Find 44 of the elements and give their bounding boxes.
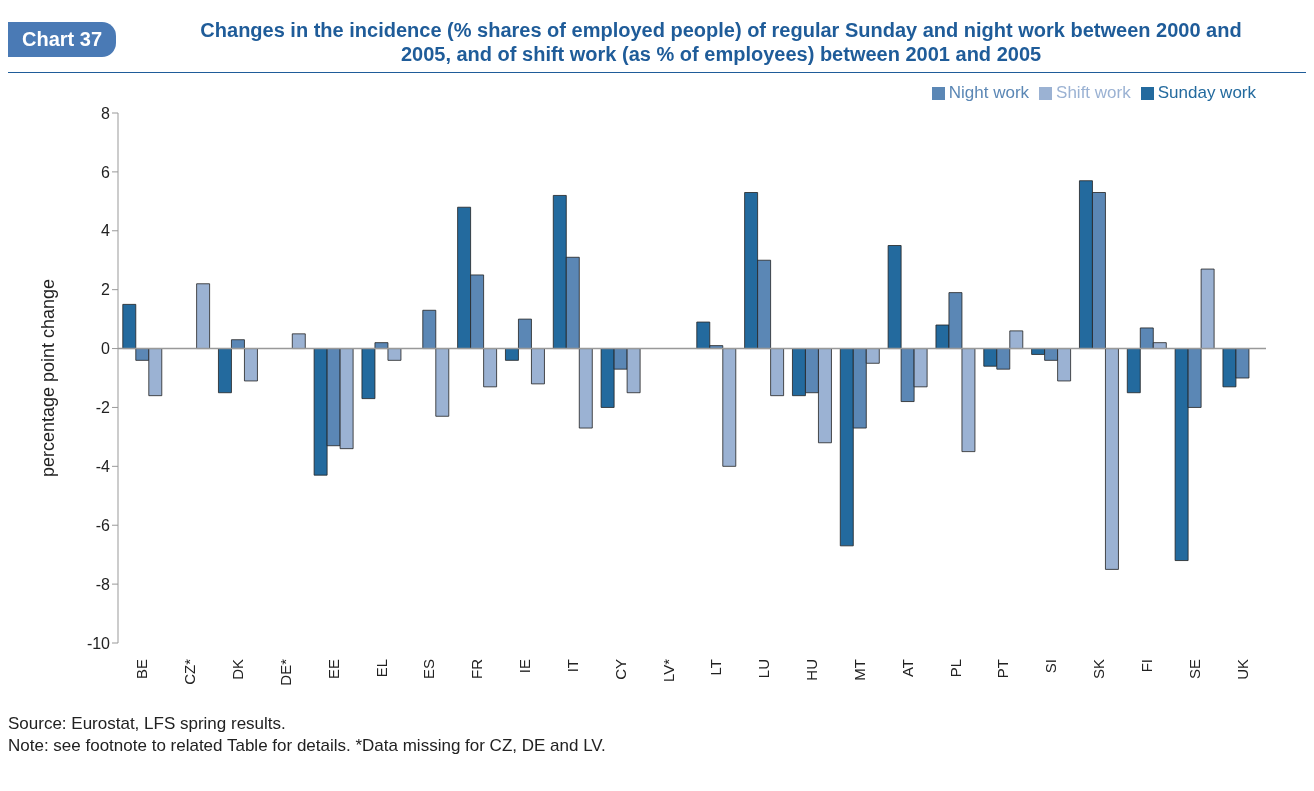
- x-tick-label: PL: [946, 659, 964, 678]
- legend-label: Shift work: [1056, 83, 1131, 102]
- legend-label: Sunday work: [1157, 83, 1256, 102]
- y-tick-label: -8: [95, 575, 111, 593]
- y-tick-label: 6: [101, 163, 111, 181]
- bar: [196, 283, 211, 349]
- x-tick-label: LU: [755, 659, 773, 679]
- y-tick-label: -6: [95, 516, 111, 534]
- x-tick-label: DE*: [276, 658, 294, 686]
- x-tick-label: EE: [324, 659, 342, 680]
- x-tick-label: FR: [468, 658, 486, 679]
- y-tick-label: -4: [95, 458, 111, 476]
- x-tick-label: AT: [898, 659, 916, 678]
- x-tick-label: PT: [994, 659, 1012, 679]
- bar: [291, 333, 306, 349]
- x-tick-label: UK: [1233, 659, 1251, 680]
- y-tick-label: 8: [101, 104, 111, 122]
- x-tick-label: EL: [372, 659, 390, 678]
- x-tick-label: CZ*: [181, 658, 199, 685]
- legend-label: Night work: [948, 83, 1030, 102]
- x-tick-label: MT: [850, 659, 868, 681]
- x-tick-label: FI: [1137, 659, 1155, 673]
- x-tick-label: DK: [229, 659, 247, 680]
- y-tick-label: -10: [86, 634, 111, 652]
- y-tick-label: 2: [101, 281, 111, 299]
- y-axis-title: percentage point change: [38, 278, 59, 478]
- x-tick-label: IT: [563, 659, 581, 673]
- x-tick-label: IE: [516, 659, 534, 674]
- x-tick-label: ES: [420, 659, 438, 680]
- x-tick-label: SI: [1042, 659, 1060, 674]
- x-tick-label: HU: [803, 659, 821, 681]
- caption: Chart 37: [8, 22, 117, 57]
- text: Note: see footnote to related Table for details. *Data missing for CZ, DE and LV.: [8, 735, 607, 758]
- y-tick-label: 0: [101, 340, 111, 358]
- x-tick-label: LV*: [659, 658, 677, 683]
- source-note: Source: Eurostat, LFS spring results.: [8, 713, 287, 735]
- x-tick-label: LT: [707, 659, 725, 676]
- chart-title: Changes in the incidence (% shares of employed people) of regular Sunday and night work between 2000 and 2005, and of shift work (as % of employees) between 2001 and 2005: [199, 18, 1243, 66]
- x-tick-label: CY: [611, 659, 629, 680]
- x-tick-label: BE: [133, 659, 151, 680]
- y-tick-label: 4: [101, 222, 111, 240]
- y-tick-label: -2: [95, 399, 111, 417]
- x-tick-label: SK: [1090, 659, 1108, 680]
- x-tick-label: SE: [1185, 659, 1203, 680]
